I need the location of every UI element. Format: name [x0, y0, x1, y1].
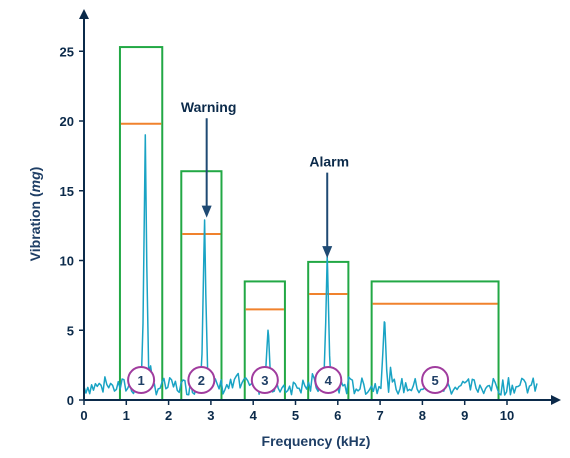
x-tick-label-0: 0 — [80, 408, 87, 423]
band-2-label: 2 — [198, 373, 205, 388]
x-tick-label-4: 4 — [250, 408, 258, 423]
band-5-label: 5 — [431, 373, 438, 388]
band-1-box — [118, 46, 164, 401]
y-tick-label-20: 20 — [60, 114, 74, 129]
band-5-marker — [421, 366, 450, 394]
y-tick-label-5: 5 — [67, 323, 74, 338]
x-tick-label-5: 5 — [292, 408, 299, 423]
alarm-bands — [118, 46, 500, 401]
annotations: Warning Alarm — [181, 99, 349, 259]
band-2-marker — [187, 366, 216, 394]
x-tick-label-9: 9 — [461, 408, 468, 423]
x-tick-label-2: 2 — [165, 408, 172, 423]
warning-label: Warning — [181, 99, 236, 115]
band-1-marker — [127, 366, 156, 394]
x-axis-title: Frequency (kHz) — [262, 433, 371, 449]
spectrum-trace — [83, 134, 538, 396]
band-1-label: 1 — [137, 373, 144, 388]
y-tick-label-15: 15 — [60, 184, 74, 199]
x-tick-label-8: 8 — [419, 408, 426, 423]
y-axis-title-suffix: ) — [27, 167, 43, 172]
x-tick-label-10: 10 — [500, 408, 514, 423]
band-4-label: 4 — [325, 373, 333, 388]
x-tick-label-3: 3 — [207, 408, 214, 423]
x-tick-label-6: 6 — [334, 408, 341, 423]
x-tick-label-1: 1 — [123, 408, 130, 423]
y-axis-title-unit: mg — [27, 171, 43, 192]
y-tick-label-10: 10 — [60, 254, 74, 269]
y-tick-label-25: 25 — [60, 44, 74, 59]
band-4-marker — [314, 366, 343, 394]
x-tick-label-7: 7 — [376, 408, 383, 423]
band-3-marker — [250, 366, 279, 394]
band-markers: 1 2 3 4 5 — [127, 366, 450, 394]
band-3-label: 3 — [261, 373, 268, 388]
spectrum-line — [83, 134, 538, 396]
alarm-label: Alarm — [309, 154, 349, 170]
y-axis-title-prefix: Vibration ( — [27, 192, 43, 261]
y-tick-label-0: 0 — [67, 393, 74, 408]
y-axis-title: Vibration (mg) — [27, 167, 43, 262]
